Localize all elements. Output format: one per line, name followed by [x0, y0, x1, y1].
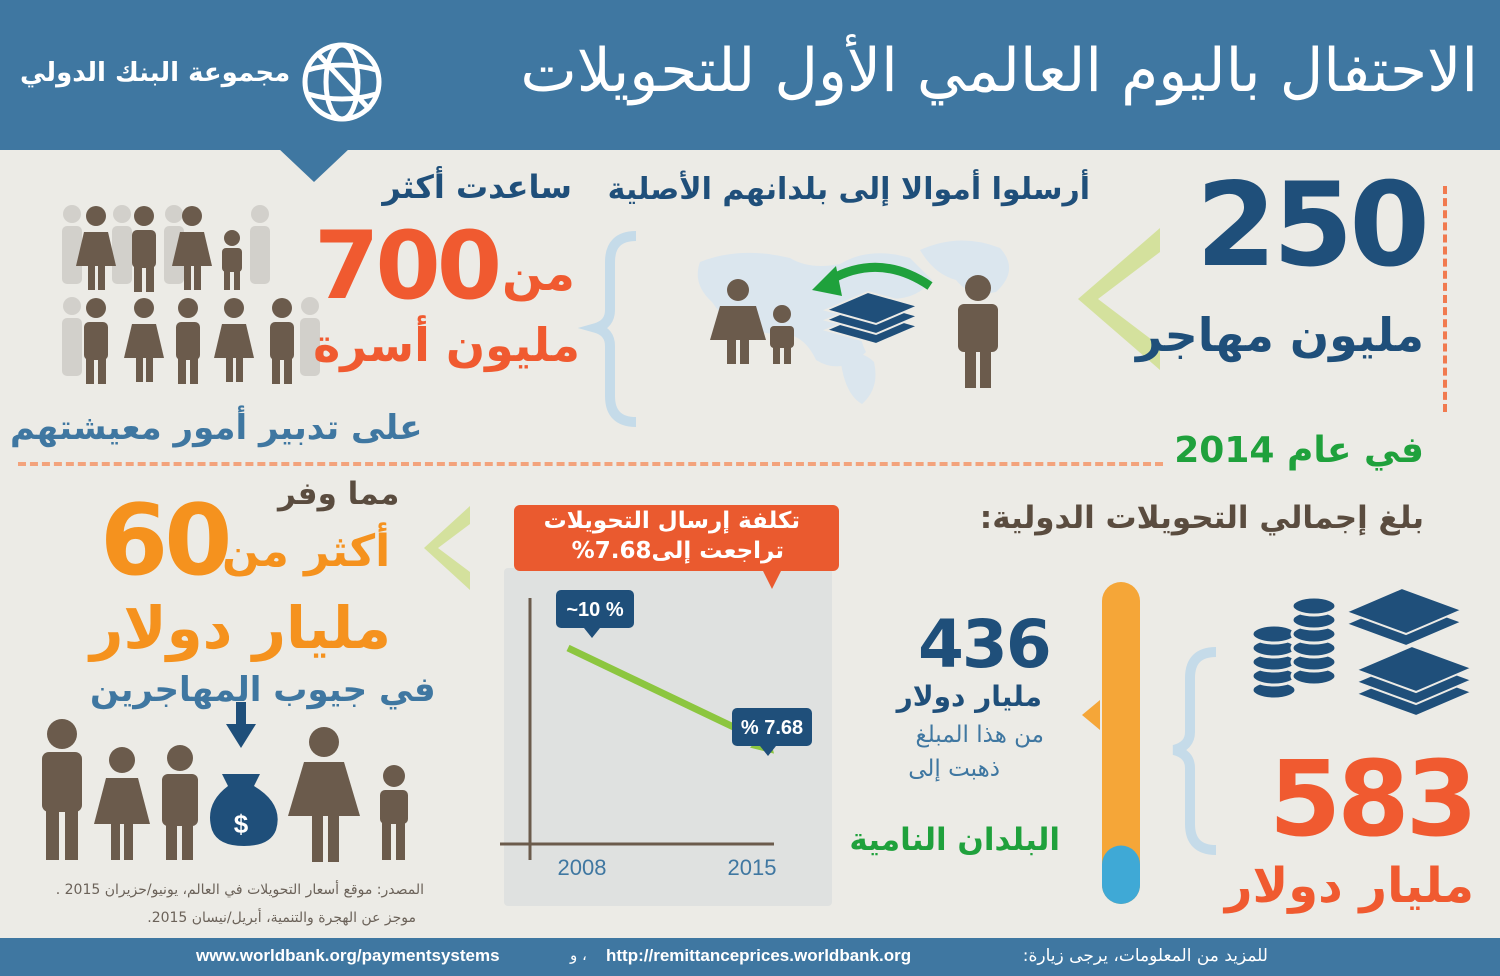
- total-value: 583: [1268, 738, 1478, 860]
- portion-text-line2: ذهبت إلى: [908, 756, 1000, 782]
- savings-value: 60: [100, 484, 232, 598]
- arrow-head-icon: [812, 266, 842, 296]
- families-unit: مليون أسرة: [313, 318, 580, 372]
- bills-icon: [1343, 586, 1475, 718]
- page-title: الاحتفال باليوم العالمي الأول للتحويلات: [520, 36, 1478, 106]
- cost-banner-pointer: [762, 569, 782, 589]
- cost-banner-line2: تراجعت إلى7.68%: [571, 538, 784, 564]
- families-prefix: من: [502, 246, 575, 302]
- header-banner: [0, 0, 1500, 150]
- developing-countries-label: البلدان النامية: [849, 822, 1060, 858]
- person-icon: [958, 275, 998, 388]
- crowd-icon: [62, 205, 320, 384]
- cost-chart: ~10 % % 7.68 2008 2015: [500, 590, 812, 880]
- series-line: [566, 644, 762, 743]
- point-label: % 7.68: [732, 708, 812, 756]
- footer-bar: [0, 938, 1500, 976]
- org-name: مجموعة البنك الدولي: [20, 58, 291, 88]
- migrants-value: 250: [1195, 158, 1430, 293]
- family-icon: [710, 279, 794, 364]
- payment-systems-link[interactable]: www.worldbank.org/paymentsystems: [196, 946, 500, 965]
- portion-text-line1: من هذا المبلغ: [915, 722, 1044, 748]
- svg-text:$: $: [234, 809, 249, 839]
- money-stack-icon: [822, 290, 922, 346]
- saved-text: مما وفر: [278, 476, 400, 512]
- remittance-prices-link[interactable]: http://remittanceprices.worldbank.org: [606, 946, 912, 965]
- migrant-family-icon: [42, 719, 408, 862]
- header-pointer: [278, 148, 350, 182]
- sent-money-text: أرسلوا أموالا إلى بلدانهم الأصلية: [607, 172, 1090, 207]
- vertical-divider: [1443, 186, 1447, 412]
- brace-icon: [1172, 647, 1217, 855]
- coins-icon: [1250, 595, 1338, 701]
- arrow-down-icon: [226, 702, 256, 748]
- point-label-text: ~10 %: [566, 599, 623, 621]
- point-label: ~10 %: [556, 590, 634, 638]
- arrow-icon: [827, 262, 933, 290]
- families-value: 700: [314, 212, 502, 321]
- source-line2: موجز عن الهجرة والتنمية، أبريل/نيسان 201…: [147, 910, 416, 926]
- footer-more-info: للمزيد من المعلومات، يرجى زيارة:: [1022, 946, 1268, 966]
- source-line1: المصدر: موقع أسعار التحويلات في العالم، …: [55, 882, 424, 898]
- horizontal-divider: [18, 462, 1163, 466]
- point-label-text: % 7.68: [741, 717, 803, 739]
- pockets-text: في جيوب المهاجرين: [90, 670, 436, 710]
- chevron-left-icon: [1078, 228, 1160, 370]
- savings-unit: مليار دولار: [90, 594, 392, 662]
- cost-banner: [514, 505, 839, 571]
- globe-icon: [302, 42, 382, 122]
- migrants-unit: مليون مهاجر: [1135, 308, 1424, 362]
- cost-banner-line1: تكلفة إرسال التحويلات: [543, 508, 800, 534]
- livelihood-text: على تدبير أمور معيشتهم: [10, 408, 423, 448]
- helped-text: ساعدت أكثر: [382, 168, 572, 206]
- total-remittances-label: بلغ إجمالي التحويلات الدولية:: [979, 500, 1424, 536]
- share-thermometer: [1082, 582, 1140, 904]
- developing-value: 436: [918, 606, 1052, 683]
- money-bag-icon: $: [210, 774, 278, 846]
- footer-and: ، و: [570, 946, 587, 964]
- brace-icon: [577, 231, 637, 427]
- chevron-left-icon: [424, 506, 470, 590]
- decorations: $: [42, 205, 1475, 904]
- developing-unit: مليار دولار: [896, 680, 1042, 713]
- x-tick-label: 2015: [728, 855, 777, 880]
- more-than-text: أكثر من: [222, 526, 391, 577]
- x-tick-label: 2008: [558, 855, 607, 880]
- year-label: في عام 2014: [1174, 430, 1424, 471]
- total-unit: مليار دولار: [1224, 858, 1474, 914]
